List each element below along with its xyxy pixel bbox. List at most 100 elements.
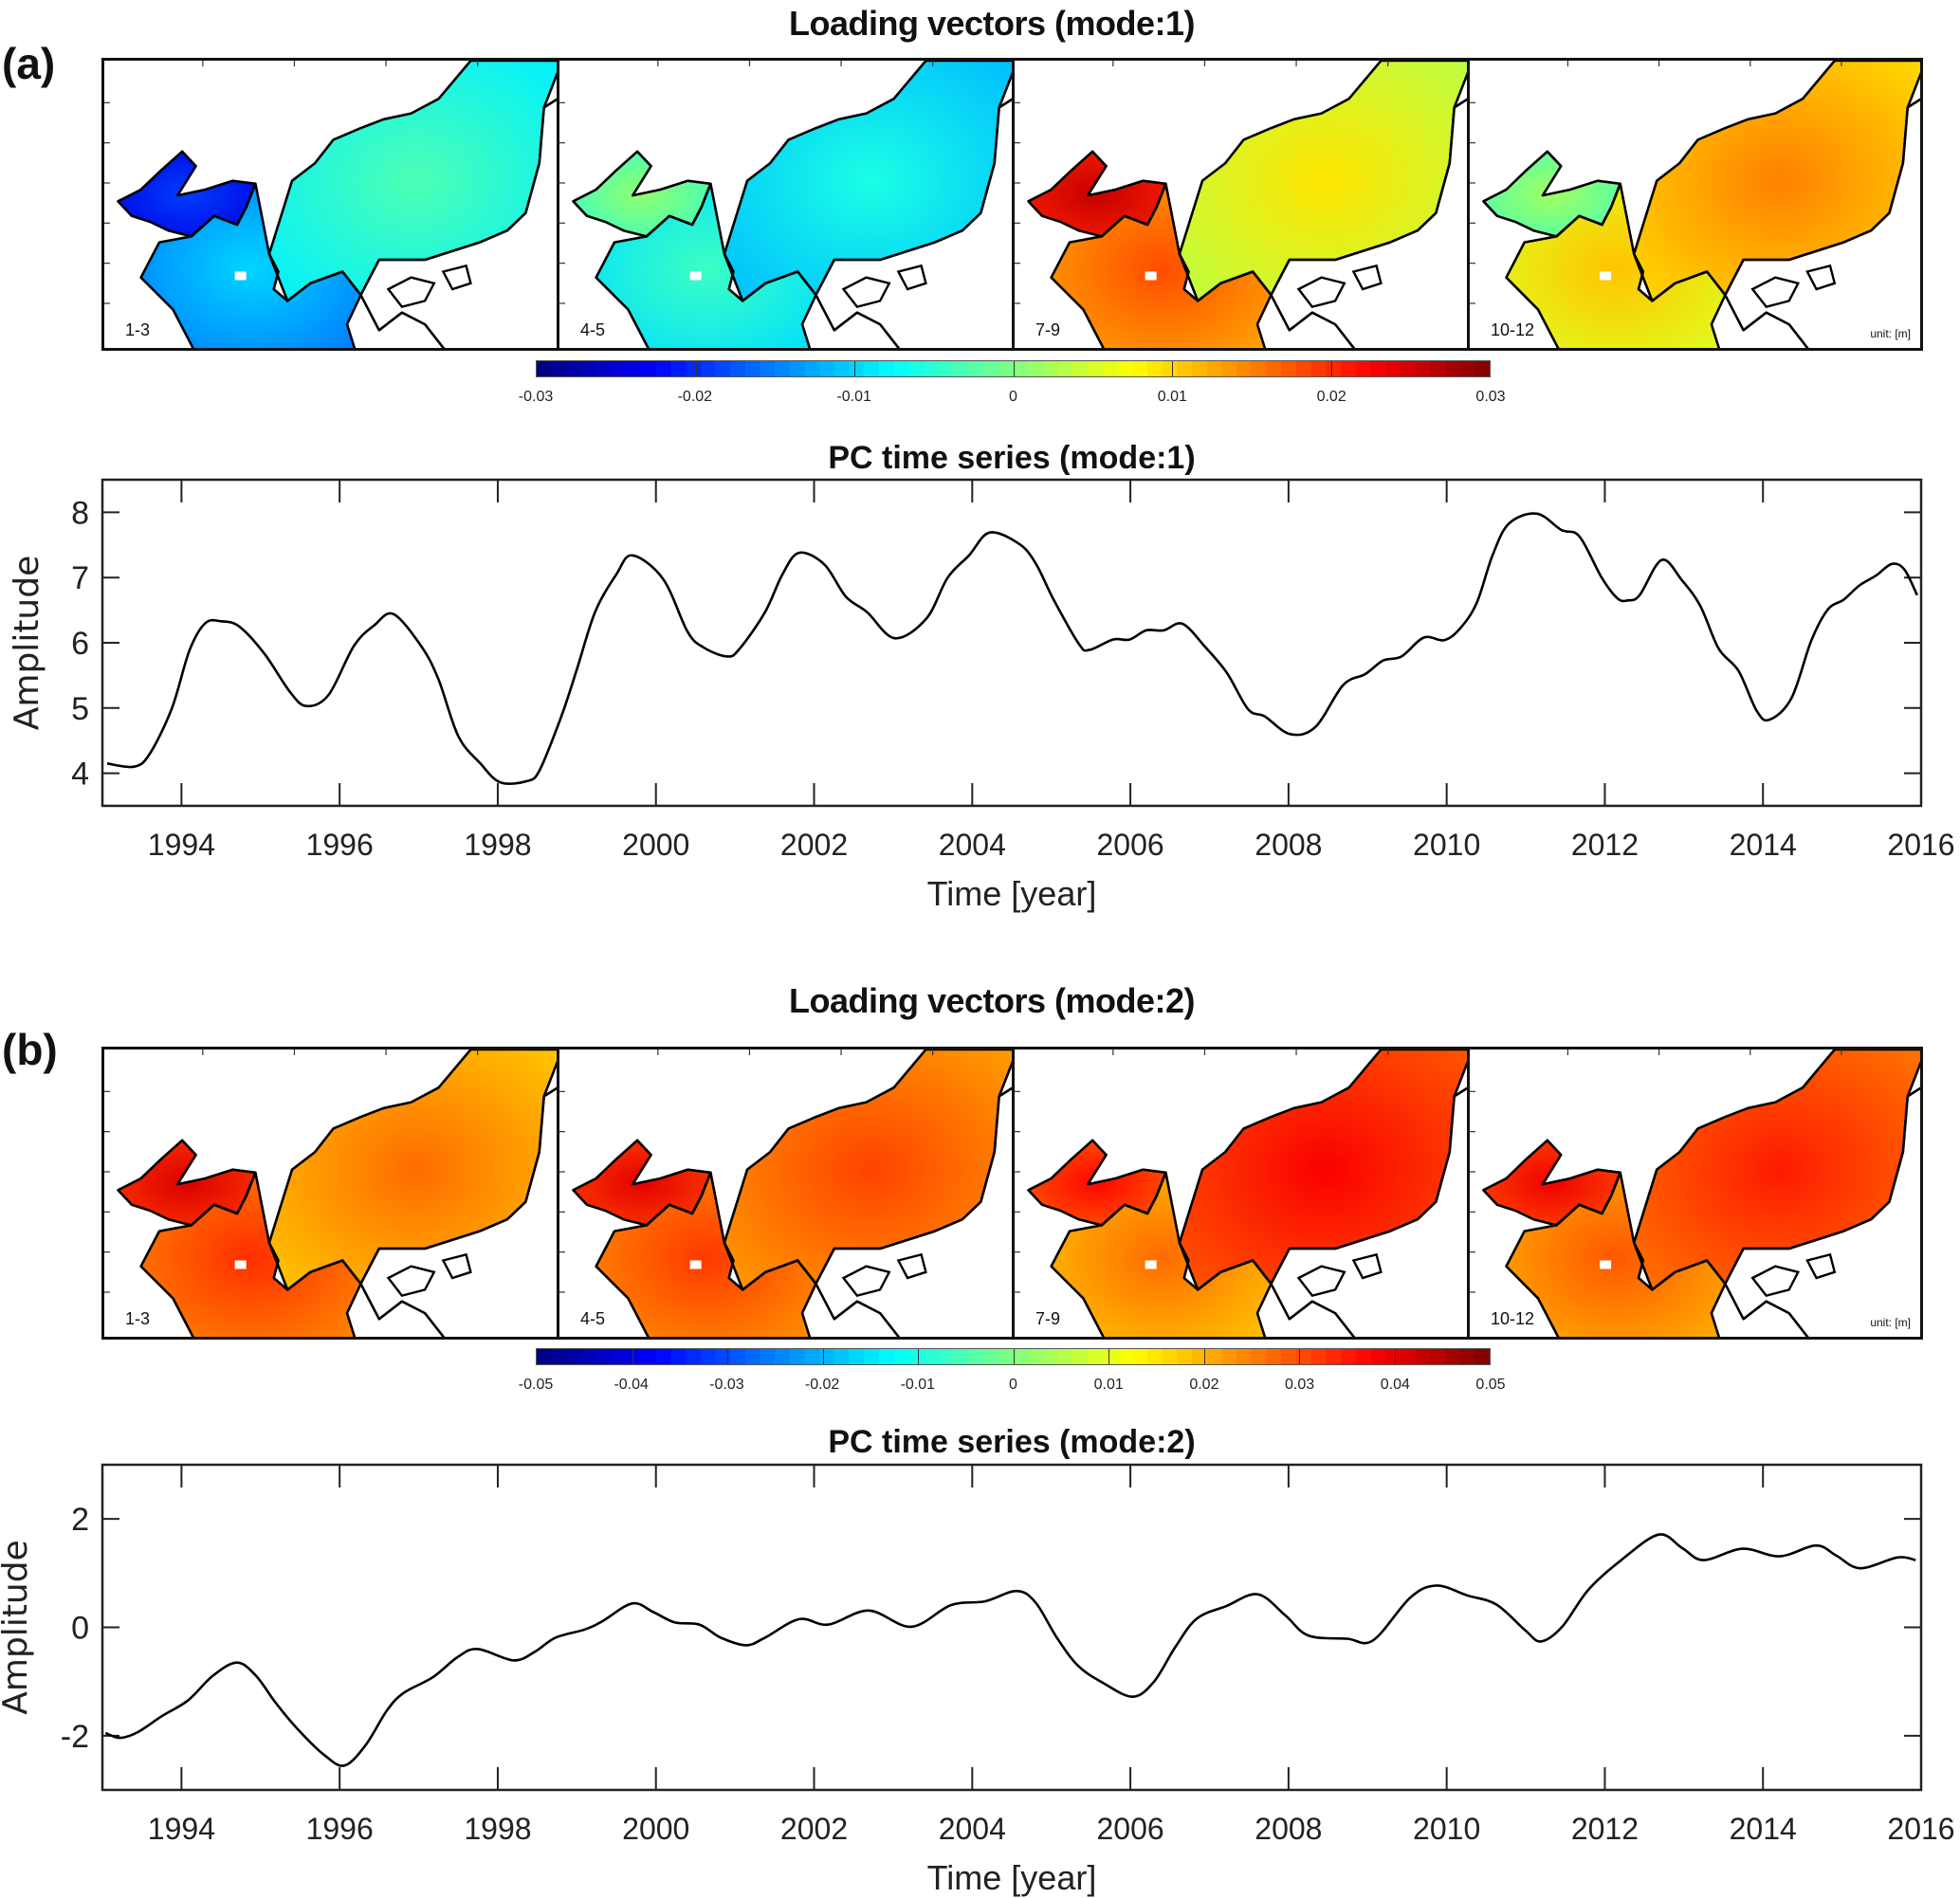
map-panel: 7-9 bbox=[1012, 58, 1470, 351]
sea-region-east_sea bbox=[1179, 61, 1467, 301]
x-tick-label: 2008 bbox=[1255, 1812, 1322, 1846]
sea-region-yellow_sea bbox=[595, 183, 816, 348]
sea-region-yellow_sea bbox=[1506, 1172, 1726, 1337]
colorbar-tick-label: -0.02 bbox=[677, 389, 713, 405]
colorbar-tick-label: 0.01 bbox=[1157, 389, 1187, 405]
x-tick-label: 2012 bbox=[1571, 1812, 1639, 1846]
colorbar-tick bbox=[1172, 361, 1173, 376]
colorbar-tick bbox=[1013, 1349, 1015, 1364]
colorbar-tick-label: 0 bbox=[1009, 389, 1017, 405]
y-tick-label: 4 bbox=[71, 757, 89, 793]
colorbar-tick-label: -0.04 bbox=[614, 1377, 649, 1393]
x-tick-label: 2004 bbox=[939, 828, 1006, 862]
sea-region-yellow_sea bbox=[595, 1172, 816, 1337]
x-tick-label: 1996 bbox=[306, 828, 374, 862]
map-panel: 10-12 unit: [m] bbox=[1467, 1047, 1923, 1340]
season-label: 1-3 bbox=[125, 1309, 151, 1328]
x-tick-label: 2002 bbox=[780, 828, 848, 862]
sea-region-yellow_sea bbox=[1051, 183, 1272, 348]
map-panel: 4-5 bbox=[557, 1047, 1015, 1340]
colorbar-tick-label: -0.01 bbox=[836, 389, 871, 405]
y-axis-label: Amplitude bbox=[8, 556, 46, 730]
chart-title: PC time series (mode:1) bbox=[828, 440, 1195, 476]
island-outline bbox=[1296, 276, 1346, 308]
colorbar-labels-mode2: -0.05 -0.04 -0.03 -0.02 -0.01 0 0.01 0.02 0.03 0.… bbox=[519, 1377, 1506, 1399]
x-tick-label: 1994 bbox=[148, 828, 215, 862]
map-panel: 1-3 bbox=[101, 58, 559, 351]
x-tick-label: 2000 bbox=[622, 828, 689, 862]
island-outline bbox=[1750, 276, 1801, 308]
sea-region-east_sea bbox=[724, 61, 1012, 301]
colorbar-tick bbox=[632, 1349, 633, 1364]
sea-region-east_sea bbox=[268, 1049, 557, 1290]
colorbar-tick-label: 0 bbox=[1009, 1377, 1017, 1393]
loading-vector-map bbox=[1470, 1049, 1920, 1337]
island-outline bbox=[1351, 264, 1383, 291]
x-tick-label: 2000 bbox=[622, 1812, 689, 1846]
chart-title: PC time series (mode:2) bbox=[828, 1424, 1195, 1460]
island-outline bbox=[1805, 1252, 1837, 1280]
colorbar-tick-label: 0.03 bbox=[1285, 1377, 1315, 1393]
colorbar-tick bbox=[1330, 361, 1332, 376]
season-label: 4-5 bbox=[580, 320, 606, 339]
island-outline bbox=[896, 264, 927, 291]
x-tick-label: 1994 bbox=[148, 1812, 215, 1846]
colorbar-labels-mode1: -0.03 -0.02 -0.01 0 0.01 0.02 0.03 bbox=[519, 389, 1506, 411]
colorbar-tick-label: 0.01 bbox=[1093, 1377, 1124, 1393]
y-tick-label: 0 bbox=[71, 1611, 89, 1647]
x-tick-label: 2010 bbox=[1413, 828, 1480, 862]
x-tick-label: 2002 bbox=[780, 1812, 848, 1846]
sea-region-east_sea bbox=[1634, 1049, 1920, 1290]
island-outline bbox=[1805, 264, 1837, 291]
map-panel: 1-3 bbox=[101, 1047, 559, 1340]
missing-data-cell bbox=[1145, 271, 1157, 281]
colorbar-tick bbox=[1394, 1349, 1396, 1364]
colorbar-tick bbox=[822, 1349, 824, 1364]
season-label: 10-12 bbox=[1491, 1309, 1535, 1328]
loading-vector-map bbox=[559, 1049, 1012, 1337]
x-tick-label: 2016 bbox=[1887, 828, 1954, 862]
series-line-pc1 bbox=[106, 512, 1918, 786]
map-row-mode1: 1-3 4-5 7-9 10-12 unit: [m] bbox=[101, 58, 1923, 351]
map-panel: 10-12 unit: [m] bbox=[1467, 58, 1923, 351]
y-tick-label: 2 bbox=[71, 1502, 89, 1538]
colorbar-tick-label: 0.05 bbox=[1475, 1377, 1506, 1393]
island-outline bbox=[1296, 1265, 1346, 1297]
island-outline bbox=[386, 276, 436, 308]
season-label: 7-9 bbox=[1035, 1309, 1061, 1328]
missing-data-cell bbox=[234, 271, 247, 281]
colorbar-tick bbox=[695, 361, 697, 376]
island-outline bbox=[896, 1252, 927, 1280]
missing-data-cell bbox=[1600, 271, 1612, 281]
missing-data-cell bbox=[689, 271, 702, 281]
colorbar-tick-label: -0.02 bbox=[804, 1377, 840, 1393]
island-outline bbox=[1750, 1265, 1801, 1297]
colorbar-tick bbox=[1013, 361, 1015, 376]
island-outline bbox=[1351, 1252, 1383, 1280]
x-tick-label: 2016 bbox=[1887, 1812, 1954, 1846]
colorbar-mode2 bbox=[536, 1348, 1491, 1365]
panel-label-a: (a) bbox=[2, 39, 56, 88]
island-outline bbox=[386, 1265, 436, 1297]
maps-title-mode2: Loading vectors (mode:2) bbox=[788, 981, 1196, 1020]
series-line-pc2 bbox=[104, 1533, 1916, 1767]
colorbar-mode1 bbox=[536, 360, 1491, 377]
plot-frame bbox=[101, 1463, 1923, 1792]
x-tick-label: 1998 bbox=[464, 1812, 531, 1846]
x-tick-label: 2004 bbox=[939, 1812, 1006, 1846]
pc-chart-mode1: PC time series (mode:1) 1994 1996 1998 2000 2… bbox=[8, 440, 1955, 913]
y-tick-label: 7 bbox=[71, 560, 89, 596]
sea-region-east_sea bbox=[268, 61, 557, 301]
season-label: 1-3 bbox=[125, 320, 151, 339]
colorbar-tick-label: -0.01 bbox=[900, 1377, 936, 1393]
maps-title-mode1: Loading vectors (mode:1) bbox=[788, 4, 1196, 43]
unit-label: unit: [m] bbox=[1870, 327, 1911, 340]
island-outline bbox=[841, 276, 891, 308]
sea-region-yellow_sea bbox=[1506, 183, 1726, 348]
missing-data-cell bbox=[234, 1260, 247, 1269]
colorbar-tick bbox=[854, 361, 855, 376]
x-tick-label: 2010 bbox=[1413, 1812, 1480, 1846]
x-tick-label: 1998 bbox=[464, 828, 531, 862]
island-outline bbox=[441, 264, 472, 291]
